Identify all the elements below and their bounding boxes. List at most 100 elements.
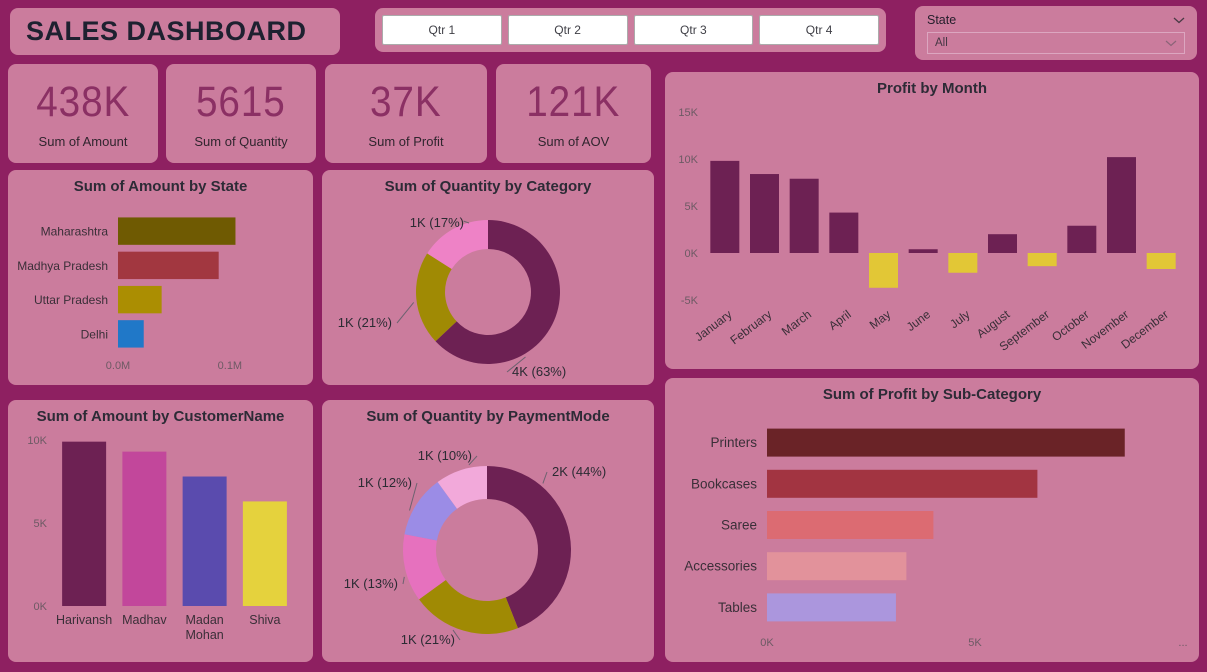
qtr-1-button[interactable]: Qtr 1 (382, 15, 502, 45)
kpi-label: Sum of Quantity (194, 134, 288, 149)
kpi-card-quantity: 5615 Sum of Quantity (166, 64, 316, 163)
qtr-2-button[interactable]: Qtr 2 (507, 15, 628, 45)
chart-label: 5K (968, 637, 982, 649)
donut-slice[interactable] (416, 253, 457, 342)
chart-label: 2K (44%) (552, 464, 606, 479)
chart-label: Uttar Pradesh (34, 293, 108, 307)
quantity-by-paymentmode-plot: 2K (44%) 1K (21%) 1K (13%) 1K (12%) 1K (10%) (322, 430, 654, 662)
bar-December[interactable] (1146, 253, 1176, 269)
chart-label: Delhi (81, 327, 108, 341)
bar-July[interactable] (948, 253, 978, 273)
bar-September[interactable] (1027, 253, 1057, 267)
amount-by-state-plot: Maharashtra Madhya Pradesh Uttar Pradesh De… (8, 200, 313, 385)
leader-line (463, 220, 470, 224)
kpi-card-profit: 37K Sum of Profit (325, 64, 487, 163)
chart-label: April (826, 307, 854, 333)
bar-Shiva[interactable] (242, 501, 287, 606)
kpi-label: Sum of Profit (368, 134, 444, 149)
chart-label: -5K (681, 295, 699, 307)
kpi-label: Sum of Amount (38, 134, 128, 149)
bar-Harivansh[interactable] (62, 441, 107, 606)
bar-Uttar Pradesh[interactable] (118, 285, 162, 314)
chart-label: March (779, 307, 814, 338)
bar-August[interactable] (988, 234, 1017, 253)
chart-label: 1K (21%) (338, 315, 392, 330)
bar-Madan Mohan[interactable] (182, 476, 227, 606)
donut-slice[interactable] (435, 220, 560, 364)
bar-March[interactable] (789, 178, 819, 253)
chart-label: 1K (10%) (418, 448, 472, 463)
chevron-down-icon[interactable] (1173, 17, 1185, 24)
kpi-value: 5615 (196, 78, 286, 126)
chart-title: Sum of Quantity by Category (384, 178, 592, 195)
chart-label: Madhav (122, 613, 167, 627)
qtr-3-button[interactable]: Qtr 3 (633, 15, 754, 45)
bar-Printers[interactable] (767, 428, 1125, 457)
profit-by-month-chart: Profit by Month 15K 10K 5K 0K -5K January Febr… (665, 72, 1199, 369)
bar-November[interactable] (1107, 157, 1136, 253)
amount_by_customer-canvas: 10K 5K 0K Harivansh Madhav Madan Mohan Shiva (27, 435, 287, 642)
profit-by-subcategory-plot: Printers Bookcases Saree Accessories Tables 0… (665, 408, 1199, 662)
state-slicer-label: State (927, 13, 957, 27)
bar-Bookcases[interactable] (767, 469, 1038, 498)
bar-Delhi[interactable] (118, 320, 144, 348)
leader-line (468, 455, 478, 466)
quantity-by-paymentmode-chart: Sum of Quantity by PaymentMode 2K (44%) 1… (322, 400, 654, 662)
bar-May[interactable] (869, 253, 898, 288)
state-dropdown-value: All (935, 37, 948, 49)
bar-Maharashtra[interactable] (118, 217, 236, 245)
state-dropdown[interactable]: All (927, 32, 1185, 54)
quantity-by-category-chart: Sum of Quantity by Category 4K (63%) 1K (… (322, 170, 654, 385)
chart-title: Sum of Quantity by PaymentMode (366, 408, 610, 425)
page-title: SALES DASHBOARD (26, 16, 307, 46)
leader-line (396, 302, 415, 324)
bar-October[interactable] (1067, 225, 1097, 253)
donut-slice[interactable] (403, 534, 446, 600)
chevron-down-icon (1165, 40, 1177, 46)
donut-slice[interactable] (487, 466, 571, 629)
leader-line (402, 576, 405, 585)
bar-February[interactable] (750, 174, 779, 253)
qtr-4-button[interactable]: Qtr 4 (759, 15, 879, 45)
leader-line (452, 629, 461, 641)
chart-label: 1K (17%) (410, 215, 464, 230)
donut-slice[interactable] (404, 482, 458, 541)
chart-label: 5K (34, 518, 48, 530)
amount-by-customer-plot: 10K 5K 0K Harivansh Madhav Madan Mohan Shiva (8, 430, 313, 662)
chart-label: June (904, 307, 933, 334)
chart-label: Printers (710, 435, 757, 450)
bar-Tables[interactable] (767, 593, 896, 622)
quantity_by_paymentmode-canvas: 2K (44%) 1K (21%) 1K (13%) 1K (12%) 1K (10%) (344, 448, 606, 647)
donut-slice[interactable] (427, 220, 488, 269)
chart-label: Bookcases (691, 476, 757, 491)
bar-Madhav[interactable] (122, 451, 167, 606)
kpi-value: 438K (36, 78, 130, 126)
bar-June[interactable] (908, 249, 938, 253)
chart-label: Saree (721, 518, 757, 533)
bar-Saree[interactable] (767, 511, 934, 539)
chart-label: Shiva (249, 613, 280, 627)
chart-label: Accessories (684, 559, 757, 574)
quantity_by_category-canvas: 4K (63%) 1K (21%) 1K (17%) (338, 215, 566, 379)
chart-label: 0.1M (218, 360, 242, 372)
amount-by-state-chart: Sum of Amount by State Maharashtra Madhya… (8, 170, 313, 385)
bar-Madhya Pradesh[interactable] (118, 251, 219, 280)
profit-by-month-plot: 15K 10K 5K 0K -5K January February March April Ma… (665, 102, 1199, 369)
chart-label: Maharashtra (41, 225, 109, 239)
kpi-label: Sum of AOV (537, 134, 610, 149)
kpi-card-aov: 121K Sum of AOV (496, 64, 651, 163)
donut-slice[interactable] (437, 466, 487, 509)
donut-slice[interactable] (419, 579, 518, 634)
bar-Accessories[interactable] (767, 552, 907, 581)
chart-label: 0K (685, 248, 699, 260)
chart-label: Harivansh (56, 613, 112, 627)
chart-label: 1K (21%) (401, 632, 455, 647)
chart-title: Sum of Profit by Sub-Category (822, 386, 1042, 403)
chart-label: 4K (63%) (512, 364, 566, 379)
bar-January[interactable] (710, 160, 740, 253)
leader-line (409, 482, 418, 511)
bar-April[interactable] (829, 212, 859, 253)
chart-label: 1K (13%) (344, 576, 398, 591)
